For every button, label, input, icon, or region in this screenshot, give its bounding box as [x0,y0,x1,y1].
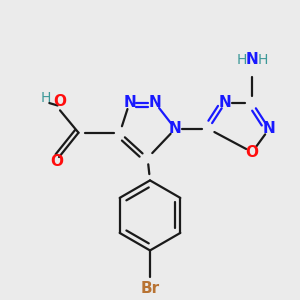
Text: N: N [263,121,275,136]
Text: O: O [246,145,259,160]
Text: H: H [236,53,247,67]
Text: N: N [123,95,136,110]
Text: Br: Br [140,281,160,296]
Text: H: H [258,53,268,67]
Text: H: H [40,92,51,106]
Text: O: O [51,154,64,169]
Text: N: N [219,95,232,110]
Text: O: O [53,94,67,110]
Text: N: N [169,121,182,136]
Text: N: N [148,95,161,110]
Text: N: N [246,52,259,67]
